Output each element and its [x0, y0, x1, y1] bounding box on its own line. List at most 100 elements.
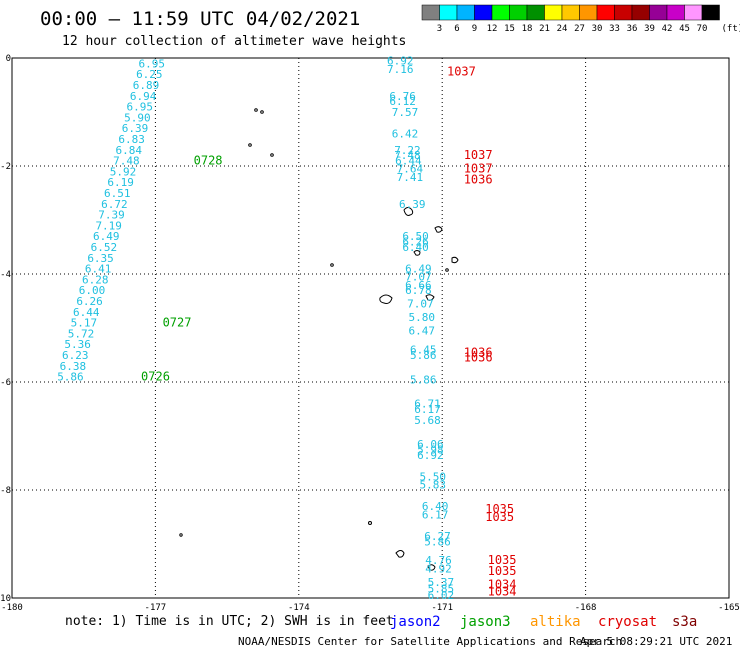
swh-value: 6.66: [405, 279, 432, 292]
swh-value: 5.68: [414, 414, 441, 427]
swh-value: 6.40: [402, 241, 429, 254]
legend-swatch: [614, 4, 633, 21]
swh-value: 7.16: [387, 63, 414, 76]
legend-swatch: [666, 4, 685, 21]
swh-value: 6.83: [118, 133, 145, 146]
swh-value: 7.07: [407, 298, 434, 311]
swh-value: 5.17: [71, 317, 98, 330]
satellite-name: jason3: [460, 614, 511, 630]
x-tick-label: -165: [718, 603, 740, 613]
swh-value: 7.22: [394, 144, 421, 157]
swh-value: 6.89: [133, 79, 160, 92]
axis-ticks: -180 -177 -174 -171 -168 -165 0 -2 -4 -6 -8 -10: [0, 54, 740, 613]
swh-value: 7.39: [98, 209, 125, 222]
swh-value: 7.57: [392, 106, 419, 119]
legend-swatch: [561, 4, 580, 21]
time-label: 1035: [488, 553, 517, 567]
time-label: 1037: [464, 162, 493, 176]
credit-text: NOAA/NESDIS Center for Satellite Applica…: [238, 635, 622, 648]
time-label: 1037: [447, 65, 476, 79]
legend-swatch: [631, 4, 650, 21]
legend-label: 42: [662, 24, 673, 34]
timestamp-text: Apr 5 08:29:21 UTC 2021: [580, 635, 732, 648]
swh-value: 5.80: [409, 311, 436, 324]
time-label: 0728: [194, 154, 223, 168]
swh-value: 6.41: [85, 263, 112, 276]
island-dot: [270, 153, 274, 157]
swh-value: 6.49: [405, 263, 432, 276]
island-outline: [434, 226, 443, 233]
swh-value: 6.78: [405, 284, 432, 297]
swh-value: 6.71: [414, 398, 441, 411]
time-label: 1035: [485, 502, 514, 516]
swh-value: 7.48: [113, 155, 140, 168]
satellite-name: jason2: [390, 614, 441, 630]
x-tick-label: -177: [145, 603, 167, 613]
legend-label: 39: [644, 24, 655, 34]
x-tick-label: -168: [575, 603, 597, 613]
legend-swatch: [491, 4, 510, 21]
swh-value: 5.86: [57, 371, 84, 384]
swh-value: 5.86: [424, 535, 451, 548]
swh-value: 6.12: [389, 95, 416, 108]
legend-label: 45: [679, 24, 690, 34]
legend-swatch: [509, 4, 528, 21]
island-outline: [451, 256, 459, 264]
swh-value: 6.92: [417, 449, 444, 462]
swh-value: 7.07: [405, 271, 432, 284]
swh-value: 6.17: [414, 403, 441, 416]
track-marks: 6.956.256.896.946.955.906.396.836.847.48…: [57, 55, 516, 602]
swh-value: 6.49: [93, 230, 120, 243]
time-label: 1036: [464, 351, 493, 365]
legend-label: 12: [487, 24, 498, 34]
island-outline: [425, 294, 435, 301]
page-title: 00:00 – 11:59 UTC 04/02/2021: [40, 8, 360, 30]
y-tick-label: -8: [0, 486, 11, 496]
time-label: 0726: [141, 370, 170, 384]
swh-value: 6.51: [104, 187, 131, 200]
legend-swatch: [684, 4, 703, 21]
swh-value: 5.98: [417, 444, 444, 457]
swh-value: 6.02: [428, 589, 455, 602]
legend-swatch: [439, 4, 458, 21]
swh-value: 6.45: [410, 344, 437, 357]
time-label: 1037: [464, 148, 493, 162]
legend-swatch: [701, 4, 720, 21]
page-subtitle: 12 hour collection of altimeter wave hei…: [62, 34, 406, 49]
x-tick-label: -171: [431, 603, 453, 613]
swh-value: 6.40: [422, 500, 449, 513]
x-tick-label: -174: [288, 603, 310, 613]
legend-label: 33: [609, 24, 620, 34]
legend-swatch: [456, 4, 475, 21]
swh-value: 6.47: [409, 325, 436, 338]
swh-value: 6.26: [402, 236, 429, 249]
island-outlines: [179, 108, 459, 571]
legend-label: 70: [697, 24, 708, 34]
swh-value: 5.50: [420, 471, 447, 484]
legend-label: 36: [627, 24, 638, 34]
legend-unit: (ft): [722, 24, 740, 34]
island-dot: [179, 533, 183, 537]
swh-value: 7.48: [394, 149, 421, 162]
legend-label: 27: [574, 24, 585, 34]
swh-value: 6.19: [107, 176, 134, 189]
island-outline: [379, 294, 393, 304]
swh-value: 6.26: [76, 295, 103, 308]
swh-value: 6.28: [82, 273, 109, 286]
y-tick-label: -10: [0, 594, 11, 604]
plot-frame: [11, 57, 730, 599]
swh-value: 6.92: [387, 55, 414, 68]
time-label: 1035: [485, 510, 514, 524]
legend-label: 3: [437, 24, 442, 34]
satellite-name: s3a: [672, 614, 697, 630]
swh-value: 6.95: [138, 57, 165, 70]
swh-value: 5.85: [428, 582, 455, 595]
swh-value: 5.92: [110, 165, 137, 178]
legend-label: 30: [592, 24, 603, 34]
legend-swatch: [544, 4, 563, 21]
swh-value: 6.39: [399, 198, 426, 211]
swh-value: 6.27: [424, 530, 451, 543]
y-tick-label: -4: [0, 270, 11, 280]
